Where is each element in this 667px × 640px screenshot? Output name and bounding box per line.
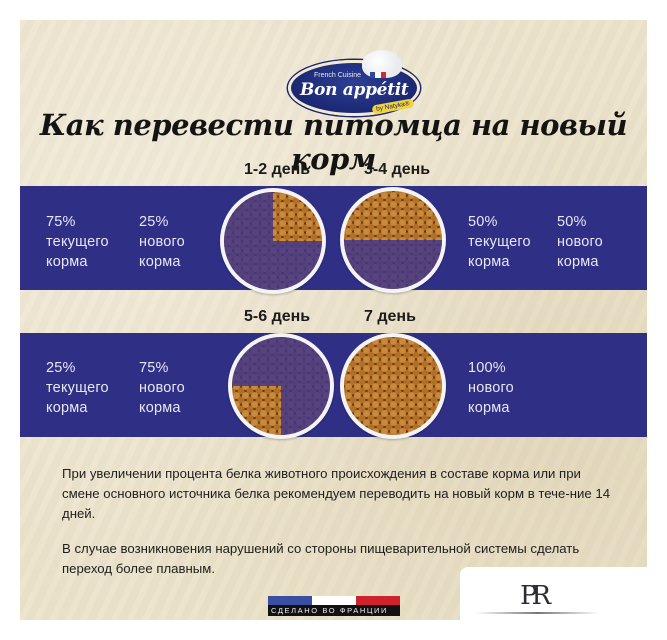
day-label-7: 7 день [364, 308, 416, 325]
percent: 75% [139, 360, 169, 376]
stage4-new-food: 100% нового корма [468, 358, 514, 418]
percent: 25% [139, 214, 169, 230]
percent: 25% [46, 360, 76, 376]
stat-line: корма [468, 254, 510, 270]
food-bowl-3-4 [340, 187, 446, 293]
stage-band-top [20, 186, 647, 290]
stage2-current-food: 50% текущего корма [468, 212, 531, 272]
note-paragraph-2: В случае возникновения нарушений со стор… [62, 541, 580, 576]
kibble-image [344, 337, 442, 435]
stat-line: нового [557, 234, 603, 250]
french-flag-icon [370, 72, 386, 78]
percent: 50% [468, 214, 498, 230]
note-paragraph-1: При увеличении процента белка животного … [62, 466, 611, 521]
percent: 50% [557, 214, 587, 230]
watermark-panel: PR [460, 567, 667, 640]
brand-logo: French Cuisine Bon appétit by Natyka® [288, 50, 424, 116]
stage2-new-food: 50% нового корма [557, 212, 603, 272]
food-bowl-5-6 [228, 333, 334, 439]
day-label-3-4: 3-4 день [364, 161, 431, 178]
stage3-new-food: 75% нового корма [139, 358, 185, 418]
stage1-current-food: 75% текущего корма [46, 212, 109, 272]
stage1-new-food: 25% нового корма [139, 212, 185, 272]
day-label-5-6: 5-6 день [244, 308, 311, 325]
stage3-current-food: 25% текущего корма [46, 358, 109, 418]
food-bowl-7 [340, 333, 446, 439]
infographic: French Cuisine Bon appétit by Natyka® Ка… [20, 20, 647, 620]
kibble-image [232, 337, 330, 435]
food-bowl-1-2 [220, 188, 326, 294]
kibble-image [344, 191, 442, 289]
made-in-france-badge: СДЕЛАНО ВО ФРАНЦИИ [268, 596, 400, 620]
watermark-underline [475, 612, 600, 614]
stat-line: нового [139, 234, 185, 250]
stat-line: текущего [468, 234, 531, 250]
stat-line: корма [468, 400, 510, 416]
stat-line: нового [139, 380, 185, 396]
stat-line: корма [139, 400, 181, 416]
day-label-1-2: 1-2 день [244, 161, 311, 178]
made-in-france-label: СДЕЛАНО ВО ФРАНЦИИ [268, 605, 400, 616]
stat-line: нового [468, 380, 514, 396]
french-flag-stripe [268, 596, 400, 605]
percent: 100% [468, 360, 506, 376]
kibble-image [224, 192, 322, 290]
percent: 75% [46, 214, 76, 230]
stat-line: текущего [46, 380, 109, 396]
page-title: Как перевести питомца на новый корм [39, 108, 628, 176]
stat-line: корма [46, 400, 88, 416]
stat-line: корма [139, 254, 181, 270]
logo-brand-name: Bon appétit [300, 80, 409, 100]
stat-line: корма [46, 254, 88, 270]
stat-line: текущего [46, 234, 109, 250]
stat-line: корма [557, 254, 599, 270]
pr-watermark-logo: PR [520, 581, 551, 611]
logo-subtitle: French Cuisine [314, 72, 362, 79]
